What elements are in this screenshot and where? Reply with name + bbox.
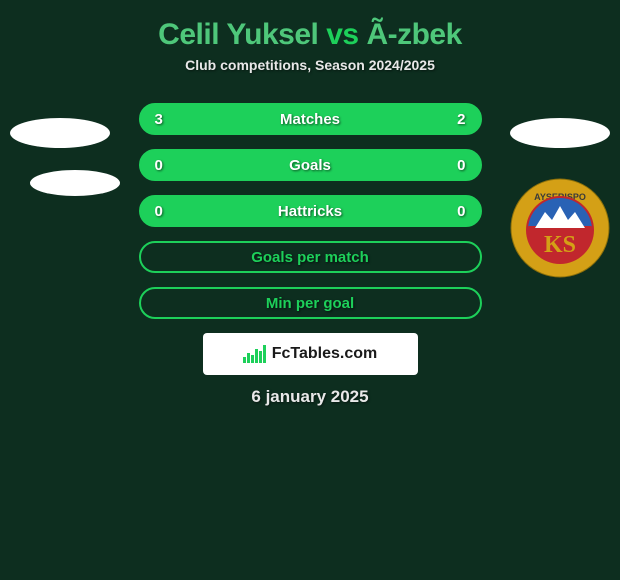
- player2-name: Ã-zbek: [366, 18, 461, 51]
- stat-right-value: 0: [457, 203, 465, 220]
- stat-row: Min per goal: [0, 287, 620, 319]
- stat-label: Hattricks: [278, 203, 342, 220]
- stat-row: 3 Matches 2: [0, 103, 620, 135]
- stat-right-value: 0: [457, 157, 465, 174]
- stat-right-value: 2: [457, 111, 465, 128]
- vs-separator: vs: [326, 18, 358, 51]
- watermark: FcTables.com: [203, 333, 418, 375]
- stat-left-value: 3: [155, 111, 163, 128]
- stat-label: Goals: [289, 157, 331, 174]
- subtitle: Club competitions, Season 2024/2025: [0, 57, 620, 73]
- date-label: 6 january 2025: [0, 387, 620, 407]
- comparison-card: Celil Yuksel vs Ã-zbek Club competitions…: [0, 0, 620, 580]
- stat-row: 0 Goals 0: [0, 149, 620, 181]
- stat-bar: Min per goal: [139, 287, 482, 319]
- stat-row: 0 Hattricks 0: [0, 195, 620, 227]
- player1-name: Celil Yuksel: [158, 18, 318, 51]
- stat-label: Goals per match: [251, 249, 369, 266]
- stat-row: Goals per match: [0, 241, 620, 273]
- stat-bar: 3 Matches 2: [139, 103, 482, 135]
- watermark-text: FcTables.com: [272, 345, 378, 363]
- stat-left-value: 0: [155, 157, 163, 174]
- stat-left-value: 0: [155, 203, 163, 220]
- stats-area: 3 Matches 2 0 Goals 0 0 Hattricks 0 Goals per mat…: [0, 103, 620, 319]
- page-title: Celil Yuksel vs Ã-zbek: [0, 8, 620, 57]
- stat-bar: Goals per match: [139, 241, 482, 273]
- chart-icon: [243, 345, 266, 363]
- stat-bar: 0 Hattricks 0: [139, 195, 482, 227]
- stat-label: Matches: [280, 111, 340, 128]
- stat-label: Min per goal: [266, 295, 354, 312]
- stat-bar: 0 Goals 0: [139, 149, 482, 181]
